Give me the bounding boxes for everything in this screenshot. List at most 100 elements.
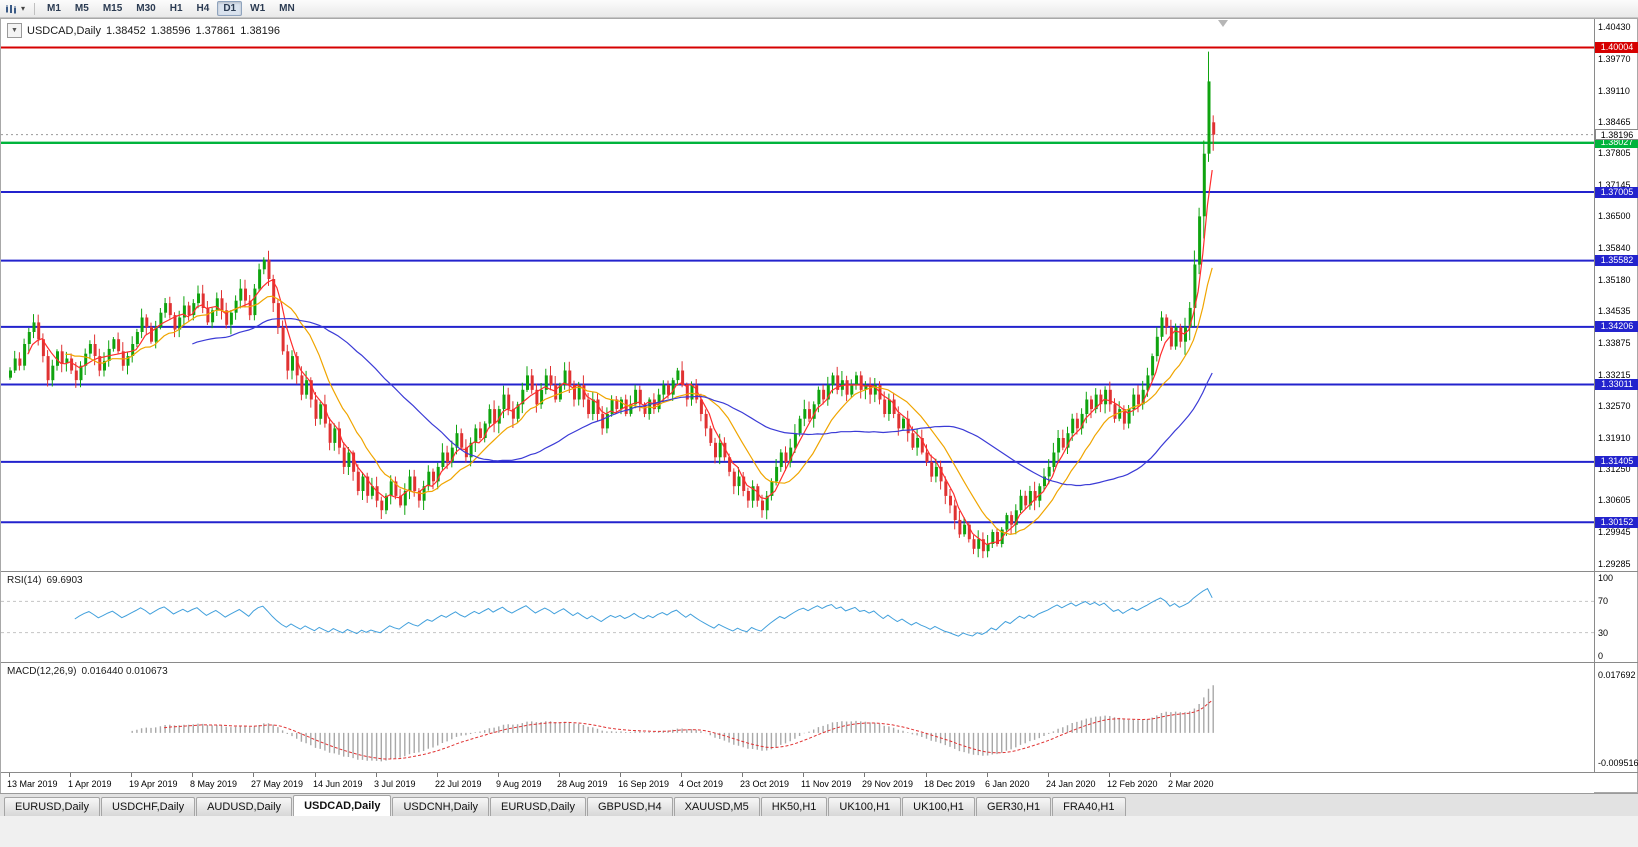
- candle-body: [295, 356, 299, 376]
- candle-body: [314, 399, 318, 419]
- timeframe-button-h4[interactable]: H4: [196, 3, 210, 14]
- chart-tab-eurusd-daily[interactable]: EURUSD,Daily: [4, 797, 100, 816]
- candle-body: [182, 305, 186, 318]
- candle-body: [70, 358, 74, 371]
- candle-body: [671, 380, 675, 395]
- chart-tab-uk100-h1[interactable]: UK100,H1: [902, 797, 975, 816]
- price-axis-label: 1.40430: [1598, 22, 1631, 32]
- candle-body: [291, 356, 294, 371]
- timeframe-button-m15[interactable]: M15: [102, 3, 123, 14]
- candle-body: [13, 358, 17, 371]
- candle-body: [986, 544, 990, 552]
- time-axis[interactable]: 13 Mar 2019 1 Apr 2019 19 Apr 2019 8 May 20…: [1, 773, 1594, 793]
- candle-body: [1019, 495, 1023, 511]
- candle-body: [638, 389, 642, 405]
- candle-body: [511, 409, 515, 419]
- macd-signal-line: [164, 700, 1213, 760]
- candle-body: [206, 307, 210, 323]
- chart-tab-xauusd-m5[interactable]: XAUUSD,M5: [673, 797, 760, 816]
- candle-body: [826, 385, 830, 400]
- chart-tab-gbpusd-h4[interactable]: GBPUSD,H4: [587, 797, 673, 816]
- timeframe-button-m5[interactable]: M5: [74, 3, 89, 14]
- time-axis-label: 19 Apr 2019: [129, 779, 178, 789]
- candle-body: [178, 317, 182, 330]
- candle-body: [620, 399, 623, 410]
- candle-body: [37, 322, 41, 340]
- candle-body: [1193, 264, 1197, 308]
- candle-body: [497, 409, 501, 424]
- price-axis[interactable]: 1.40430 1.39770 1.39110 1.38465 1.37805 1.371…: [1595, 19, 1638, 772]
- candle-body: [526, 375, 529, 390]
- chart-shift-marker[interactable]: [1218, 20, 1228, 27]
- candle-body: [746, 491, 750, 501]
- time-axis-label: 9 Aug 2019: [496, 779, 542, 789]
- candle-body: [493, 409, 497, 424]
- price-tag-1.38027: 1.38027: [1595, 137, 1638, 148]
- chart-tab-usdcad-daily[interactable]: USDCAD,Daily: [293, 795, 392, 816]
- price-axis-label: 1.35180: [1598, 275, 1631, 285]
- price-axis-label: 1.29285: [1598, 559, 1631, 569]
- candle-body: [761, 500, 764, 511]
- candle-body: [140, 317, 144, 332]
- candle-body: [728, 457, 732, 472]
- candle-body: [187, 305, 191, 316]
- chart-tab-eurusd-daily[interactable]: EURUSD,Daily: [490, 797, 586, 816]
- candle-body: [483, 423, 487, 438]
- candle-body: [126, 356, 130, 366]
- ohlc-high: 1.38596: [150, 24, 191, 37]
- chart-window: ▼ USDCAD,Daily 1.38452 1.38596 1.37861 1…: [0, 18, 1638, 793]
- candle-body: [1207, 81, 1211, 154]
- time-axis-tick: [9, 773, 10, 777]
- panel-divider[interactable]: [1, 571, 1638, 572]
- timeframe-button-d1[interactable]: D1: [217, 1, 243, 16]
- chart-tab-ger30-h1[interactable]: GER30,H1: [975, 797, 1052, 816]
- timeframe-button-w1[interactable]: W1: [250, 3, 266, 14]
- price-axis-label: 1.32570: [1598, 401, 1631, 411]
- timeframe-button-mn[interactable]: MN: [279, 3, 295, 14]
- candle-body: [549, 375, 553, 385]
- macd-label: MACD(12,26,9): [7, 666, 77, 677]
- chart-type-dropdown-icon[interactable]: ▾: [21, 4, 26, 13]
- candle-body: [779, 452, 783, 467]
- candle-body: [977, 539, 981, 549]
- candle-body: [112, 339, 116, 349]
- candle-body: [958, 519, 962, 535]
- candle-body: [944, 481, 948, 496]
- chart-tab-usdcnh-daily[interactable]: USDCNH,Daily: [392, 797, 490, 816]
- candle-body: [1038, 486, 1042, 501]
- chart-tab-audusd-daily[interactable]: AUDUSD,Daily: [196, 797, 293, 816]
- candle-body: [709, 428, 713, 443]
- timeframe-button-m30[interactable]: M30: [136, 3, 156, 14]
- time-axis-label: 3 Jul 2019: [374, 779, 416, 789]
- candle-body: [488, 409, 492, 424]
- timeframe-button-m1[interactable]: M1: [47, 3, 61, 14]
- time-axis-tick: [70, 773, 71, 777]
- one-click-trading-toggle[interactable]: ▼: [7, 23, 22, 38]
- candle-body: [1043, 476, 1046, 487]
- candle-body: [60, 351, 64, 364]
- chart-tab-usdchf-daily[interactable]: USDCHF,Daily: [100, 797, 196, 816]
- time-axis-tick: [498, 773, 499, 777]
- candle-body: [192, 303, 196, 316]
- timeframe-button-h1[interactable]: H1: [169, 3, 183, 14]
- panel-divider[interactable]: [1, 662, 1638, 663]
- chart-tab-uk100-h1[interactable]: UK100,H1: [828, 797, 902, 816]
- candle-body: [1033, 491, 1037, 501]
- candle-body: [695, 385, 699, 400]
- candle-body: [32, 322, 36, 332]
- chart-type-icon[interactable]: [4, 2, 20, 16]
- chart-tab-hk50-h1[interactable]: HK50,H1: [760, 797, 828, 816]
- candle-body: [855, 375, 858, 385]
- price-chart[interactable]: [1, 19, 1594, 571]
- candle-body: [1085, 399, 1089, 414]
- chart-tab-fra40-h1[interactable]: FRA40,H1: [1052, 797, 1126, 816]
- candle-body: [605, 413, 609, 429]
- candle-body: [413, 476, 417, 491]
- candle-body: [436, 466, 440, 482]
- macd-histogram: [131, 685, 1214, 762]
- time-axis-label: 11 Nov 2019: [801, 779, 852, 789]
- candle-body: [742, 476, 746, 491]
- candle-body: [427, 471, 431, 487]
- rsi-panel[interactable]: [1, 572, 1594, 662]
- macd-panel[interactable]: [1, 663, 1594, 772]
